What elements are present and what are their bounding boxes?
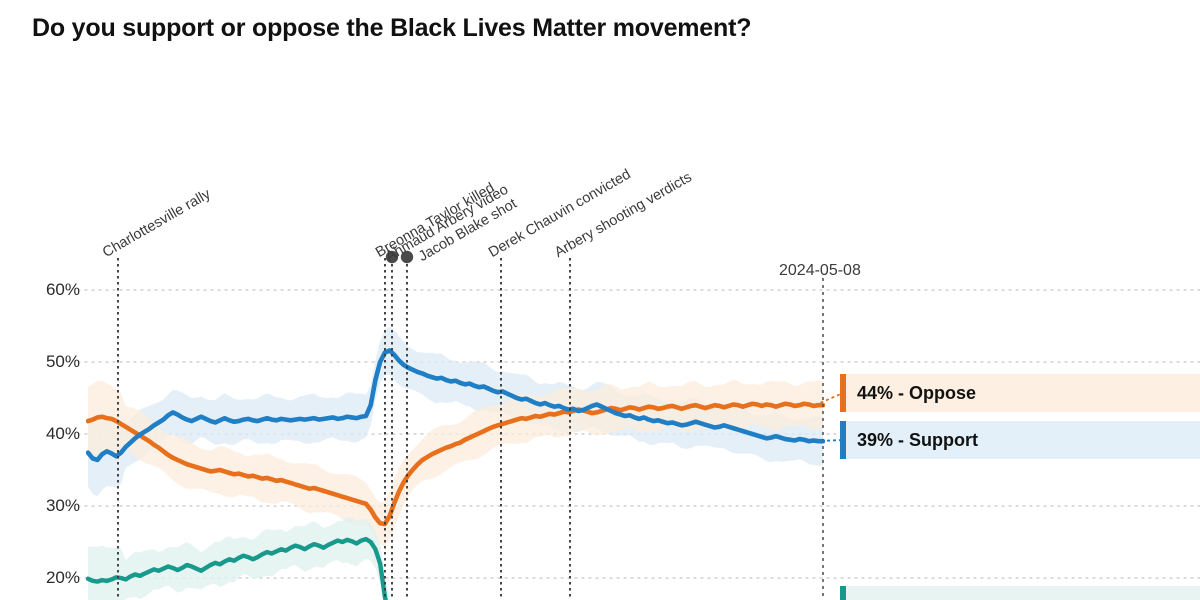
y-tick-label: 40% [45,424,80,443]
page-title: Do you support or oppose the Black Lives… [32,14,752,42]
y-tick-label: 60% [45,280,80,299]
legend-color-swatch-neither [840,586,846,600]
y-tick-label: 30% [45,496,80,515]
end-date-label: 2024-05-08 [779,262,861,279]
legend-color-swatch-support [840,421,846,459]
legend-color-swatch-oppose [840,374,846,412]
legend-label-support: 39% - Support [857,429,979,450]
y-tick-label: 50% [45,352,80,371]
legend-item-oppose[interactable]: 44% - Oppose [840,374,1200,412]
legend-label-oppose: 44% - Oppose [857,382,977,403]
y-tick-label: 20% [45,568,80,587]
legend-item-neither[interactable] [840,586,1200,600]
legend-item-support[interactable]: 39% - Support [840,421,1200,459]
